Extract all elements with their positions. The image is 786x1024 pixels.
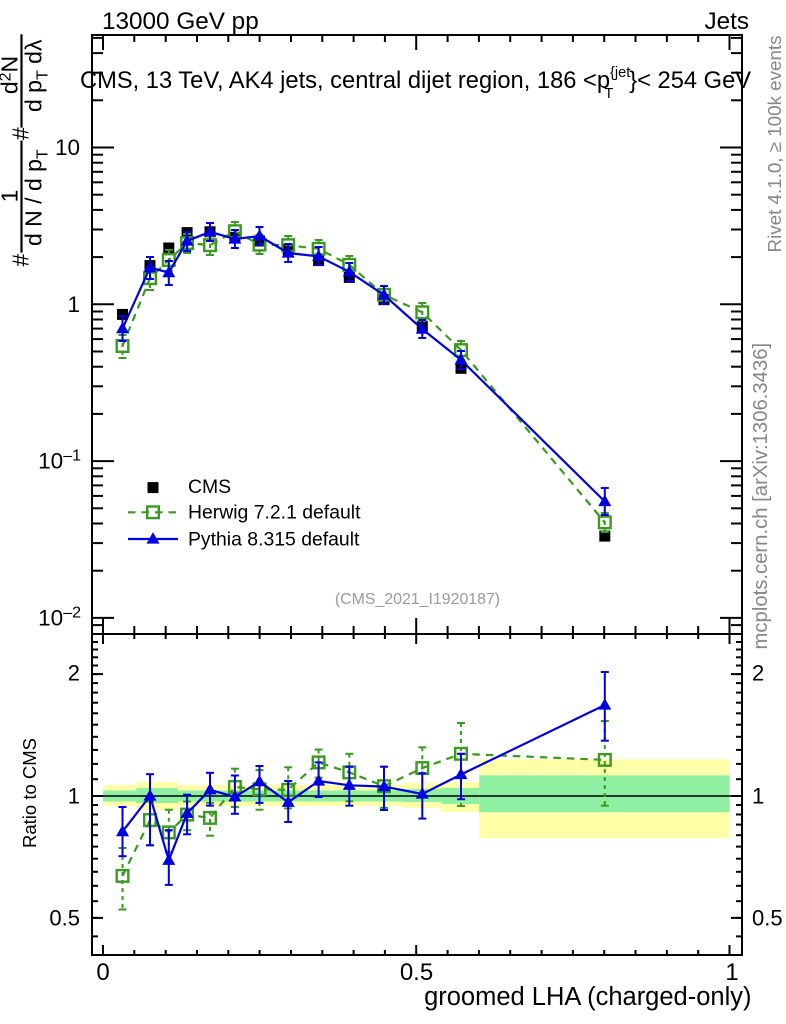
- svg-text:#: #: [8, 127, 34, 140]
- svg-text:2: 2: [752, 661, 764, 686]
- svg-text:CMS: CMS: [188, 476, 231, 498]
- svg-text:1: 1: [0, 190, 23, 203]
- svg-text:mcplots.cern.ch [arXiv:1306.34: mcplots.cern.ch [arXiv:1306.3436]: [750, 343, 772, 650]
- svg-text:(CMS_2021_I1920187): (CMS_2021_I1920187): [335, 591, 500, 608]
- svg-text:d N / d pT: d N / d pT: [21, 149, 52, 246]
- svg-text:d2N: d2N: [0, 56, 23, 94]
- svg-text:2: 2: [68, 661, 80, 686]
- svg-text:Ratio to CMS: Ratio to CMS: [19, 738, 40, 848]
- svg-text:10: 10: [55, 135, 80, 160]
- svg-text:1: 1: [752, 784, 764, 809]
- svg-text:#: #: [8, 254, 34, 267]
- svg-text:Jets: Jets: [704, 8, 749, 35]
- svg-text:13000 GeV pp: 13000 GeV pp: [102, 8, 259, 35]
- svg-text:1: 1: [725, 959, 738, 986]
- svg-text:Pythia 8.315 default: Pythia 8.315 default: [188, 528, 360, 550]
- svg-text:0: 0: [96, 959, 109, 986]
- svg-text:Rivet 4.1.0, ≥ 100k events: Rivet 4.1.0, ≥ 100k events: [764, 35, 785, 252]
- svg-text:0.5: 0.5: [49, 905, 80, 930]
- svg-text:1: 1: [67, 292, 80, 317]
- svg-text:1: 1: [68, 784, 80, 809]
- svg-text:0.5: 0.5: [752, 905, 783, 930]
- svg-text:groomed LHA (charged-only): groomed LHA (charged-only): [424, 983, 751, 1011]
- svg-text:Herwig 7.2.1 default: Herwig 7.2.1 default: [188, 502, 361, 524]
- svg-text:0.5: 0.5: [400, 959, 433, 986]
